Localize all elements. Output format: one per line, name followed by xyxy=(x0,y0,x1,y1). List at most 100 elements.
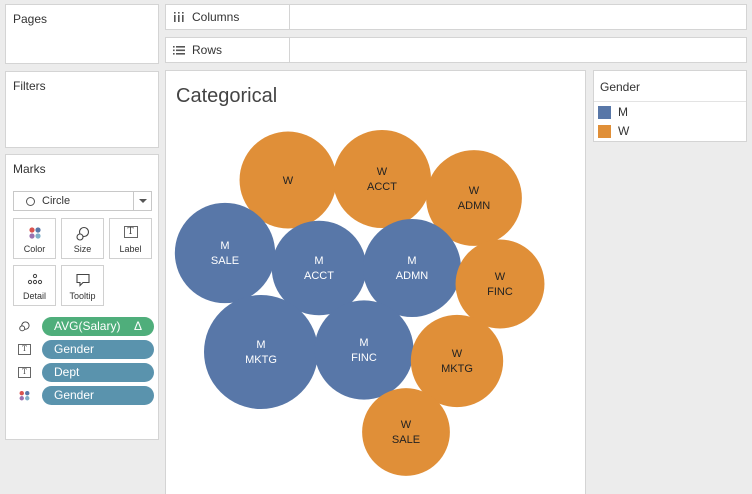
bubble-m-mktg[interactable]: M MKTG xyxy=(204,295,318,409)
bubble-w-admn[interactable]: W ADMN xyxy=(426,150,522,246)
columns-icon xyxy=(174,12,184,22)
bubble-w-acct[interactable]: W ACCT xyxy=(332,129,432,229)
circle-mark-icon xyxy=(26,197,35,206)
bubble-dept-label: SALE xyxy=(211,255,239,267)
bubble-gender-label: W xyxy=(401,419,412,431)
bubble-m-finc[interactable]: M FINC xyxy=(314,300,414,400)
viz-area[interactable]: Categorical W W ACCT W ADMN M SALE M ACCT M ADMN W F… xyxy=(165,70,586,494)
bubble-dept-label: ACCT xyxy=(367,181,397,193)
color-dots-icon xyxy=(19,391,30,401)
bubble-circle[interactable] xyxy=(314,300,414,400)
columns-label: Columns xyxy=(192,10,240,24)
bubble-chart: W W ACCT W ADMN M SALE M ACCT M ADMN W FINC M MKTG M FIN… xyxy=(174,129,545,476)
bubble-circle[interactable] xyxy=(362,388,450,476)
filters-card[interactable]: Filters xyxy=(5,71,159,148)
label-button[interactable]: T Label xyxy=(109,218,152,259)
bubble-dept-label: FINC xyxy=(487,286,513,298)
bubble-w-sale[interactable]: W SALE xyxy=(362,388,450,476)
bubble-gender-label: M xyxy=(359,337,368,349)
bubble-dept-label: MKTG xyxy=(441,363,473,375)
avg-salary-pill[interactable]: AVG(Salary) Δ xyxy=(42,317,154,336)
rows-label: Rows xyxy=(192,43,223,57)
columns-shelf[interactable]: Columns xyxy=(165,4,747,30)
dept-pill-label: Dept xyxy=(54,365,80,379)
bubble-circle[interactable] xyxy=(455,239,545,329)
legend-swatch-m xyxy=(598,105,611,119)
marks-card: Marks Circle Color Size T Label xyxy=(5,154,159,440)
gender-color-pill-label: Gender xyxy=(54,388,95,402)
dept-pill[interactable]: Dept xyxy=(42,363,154,382)
bubble-dept-label: ADMN xyxy=(458,200,490,212)
bubble-gender-label: W xyxy=(283,175,294,187)
bubble-circle[interactable] xyxy=(204,295,318,409)
bubble-m-sale[interactable]: M SALE xyxy=(174,202,276,304)
filters-title: Filters xyxy=(13,79,46,93)
gender-text-pill-label: Gender xyxy=(54,342,95,356)
bubble-circle[interactable] xyxy=(362,218,462,318)
rows-shelf-label: Rows xyxy=(166,38,290,62)
pages-card[interactable]: Pages xyxy=(5,4,159,64)
avg-salary-pill-label: AVG(Salary) xyxy=(54,319,121,333)
bubble-circle[interactable] xyxy=(332,129,432,229)
rows-shelf[interactable]: Rows xyxy=(165,37,747,63)
rows-icon xyxy=(173,46,185,55)
bubble-dept-label: SALE xyxy=(392,434,420,446)
detail-button-label: Detail xyxy=(22,291,46,301)
text-label-icon: T xyxy=(123,226,138,238)
bubble-gender-label: W xyxy=(452,348,463,360)
bubble-dept-label: MKTG xyxy=(245,354,277,366)
size-button[interactable]: Size xyxy=(61,218,104,259)
bubble-gender-label: W xyxy=(469,185,480,197)
pages-title: Pages xyxy=(13,12,48,26)
color-dots-icon xyxy=(28,227,41,239)
bubble-dept-label: FINC xyxy=(351,352,377,364)
bubble-m-admn[interactable]: M ADMN xyxy=(362,218,462,318)
bubble-circle[interactable] xyxy=(174,202,276,304)
bubble-circle[interactable] xyxy=(239,131,337,229)
tooltip-button-label: Tooltip xyxy=(69,291,96,301)
bubble-gender-label: M xyxy=(314,255,323,267)
mark-type-dropdown[interactable]: Circle xyxy=(13,191,152,211)
bubble-w-mktg[interactable]: W MKTG xyxy=(410,314,504,408)
bubble-gender-label: M xyxy=(407,255,416,267)
mark-type-value: Circle xyxy=(42,195,71,207)
bubble-gender-label: W xyxy=(495,271,506,283)
columns-shelf-label: Columns xyxy=(166,5,290,29)
legend-label-w: W xyxy=(618,124,630,138)
bubble-gender-label: W xyxy=(377,166,388,178)
legend-item-w[interactable]: W xyxy=(598,123,629,139)
delta-icon: Δ xyxy=(133,319,142,333)
viz-title: Categorical xyxy=(176,85,278,107)
legend-label-m: M xyxy=(618,105,628,119)
size-icon xyxy=(75,226,89,241)
gender-text-pill[interactable]: Gender xyxy=(42,340,154,359)
marks-pill-gender-text[interactable]: T Gender xyxy=(18,340,154,359)
marks-title: Marks xyxy=(13,162,46,176)
detail-button[interactable]: Detail xyxy=(13,265,56,306)
color-button[interactable]: Color xyxy=(13,218,56,259)
legend-swatch-w xyxy=(598,124,611,138)
bubble-m-acct[interactable]: M ACCT xyxy=(271,220,367,316)
text-label-icon: T xyxy=(18,367,31,378)
bubble-circle[interactable] xyxy=(426,150,522,246)
marks-pill-size[interactable]: AVG(Salary) Δ xyxy=(18,317,154,336)
tooltip-button[interactable]: Tooltip xyxy=(61,265,104,306)
dropdown-arrow-icon[interactable] xyxy=(133,192,151,210)
bubble-gender-label: M xyxy=(256,339,265,351)
marks-pill-gender-color[interactable]: Gender xyxy=(18,386,154,405)
bubble-gender-label: M xyxy=(220,240,229,252)
legend-item-m[interactable]: M xyxy=(598,104,628,120)
bubble-w-finc[interactable]: W FINC xyxy=(455,239,545,329)
marks-pill-dept[interactable]: T Dept xyxy=(18,363,154,382)
detail-dots-icon xyxy=(27,273,42,285)
gender-color-pill[interactable]: Gender xyxy=(42,386,154,405)
gender-legend[interactable]: Gender M W xyxy=(593,70,747,142)
bubble-w[interactable]: W xyxy=(239,131,337,229)
tooltip-bubble-icon xyxy=(75,273,90,287)
text-label-icon: T xyxy=(18,344,31,355)
legend-title: Gender xyxy=(600,80,641,94)
bubble-circle[interactable] xyxy=(271,220,367,316)
size-icon xyxy=(19,321,30,332)
bubble-circle[interactable] xyxy=(410,314,504,408)
color-button-label: Color xyxy=(23,244,46,254)
